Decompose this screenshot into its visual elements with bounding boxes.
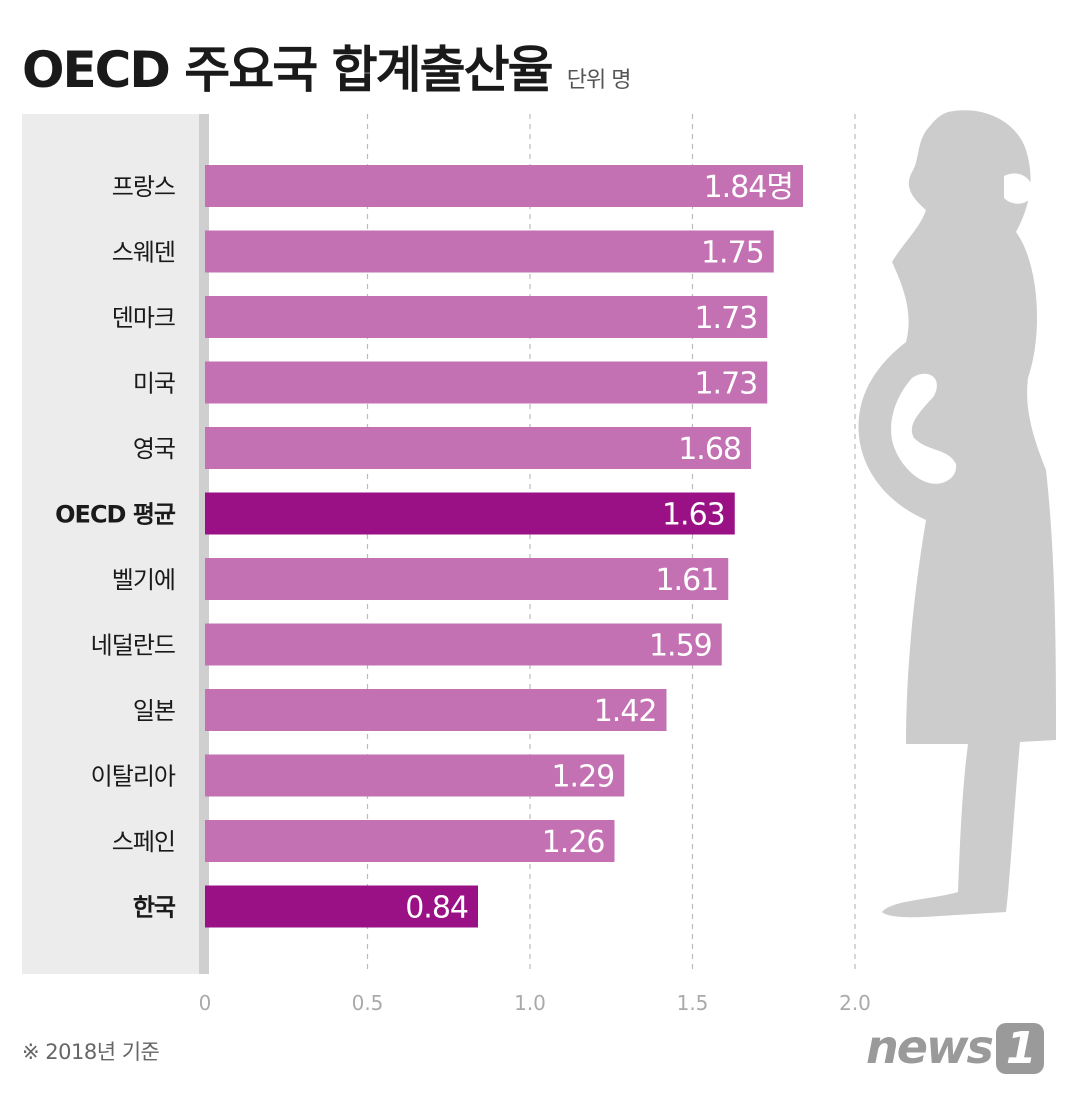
bar	[205, 296, 768, 338]
bars	[205, 165, 803, 928]
tick-label: 1.0	[514, 991, 546, 1015]
bar	[205, 427, 751, 469]
bar	[205, 165, 803, 207]
category-label: OECD 평균	[55, 501, 176, 529]
bar	[205, 492, 735, 535]
label-panel	[22, 114, 202, 974]
tick-label: 2.0	[839, 991, 871, 1015]
value-label: 1.73	[694, 367, 757, 402]
chart-title: OECD 주요국 합계출산율	[22, 41, 554, 99]
category-label: 프랑스	[112, 173, 175, 201]
value-label: 1.84명	[704, 170, 793, 205]
value-label: 1.68	[678, 432, 741, 467]
category-label: 일본	[133, 697, 175, 725]
category-label: 스페인	[112, 828, 175, 856]
bar	[205, 361, 768, 404]
footnote: ※ 2018년 기준	[22, 1040, 160, 1064]
news1-logo: news 1	[866, 1020, 1045, 1074]
bar	[205, 230, 774, 273]
tick-label: 1.5	[677, 991, 709, 1015]
logo-mark: 1	[995, 1023, 1045, 1074]
bar	[205, 754, 625, 797]
tick-label: 0.5	[352, 991, 384, 1015]
value-label: 0.84	[405, 891, 468, 926]
unit-label: 단위 명	[566, 68, 632, 93]
axis-divider	[199, 114, 209, 974]
category-label: 영국	[133, 435, 175, 463]
tick-label: 0	[199, 991, 212, 1015]
value-labels: 1.84명 1.75 1.73 1.73 1.68 1.63 1.61 1.59 1.42 1.2…	[405, 170, 794, 926]
pregnant-woman-silhouette-icon	[858, 110, 1056, 918]
category-label: 한국	[133, 894, 176, 922]
value-label: 1.59	[649, 629, 712, 664]
value-label: 1.26	[542, 825, 605, 860]
value-label: 1.29	[551, 760, 614, 795]
value-label: 1.73	[694, 301, 757, 336]
category-label: 벨기에	[112, 566, 175, 594]
bar	[205, 689, 667, 731]
value-label: 1.75	[701, 236, 764, 271]
value-label: 1.63	[662, 498, 725, 533]
category-label: 미국	[133, 370, 175, 398]
title-block: OECD 주요국 합계출산율 단위 명	[22, 30, 631, 102]
logo-text: news	[866, 1020, 994, 1074]
x-axis-ticks: 0 0.5 1.0 1.5 2.0	[199, 991, 871, 1015]
value-label: 1.42	[594, 694, 657, 729]
value-label: 1.61	[655, 563, 718, 598]
bar	[205, 885, 478, 928]
category-label: 이탈리아	[91, 763, 176, 791]
bar	[205, 558, 729, 600]
category-label: 네덜란드	[91, 632, 175, 660]
category-label: 덴마크	[112, 304, 175, 332]
bar	[205, 623, 722, 666]
bar	[205, 820, 615, 862]
category-label: 스웨덴	[112, 239, 175, 267]
